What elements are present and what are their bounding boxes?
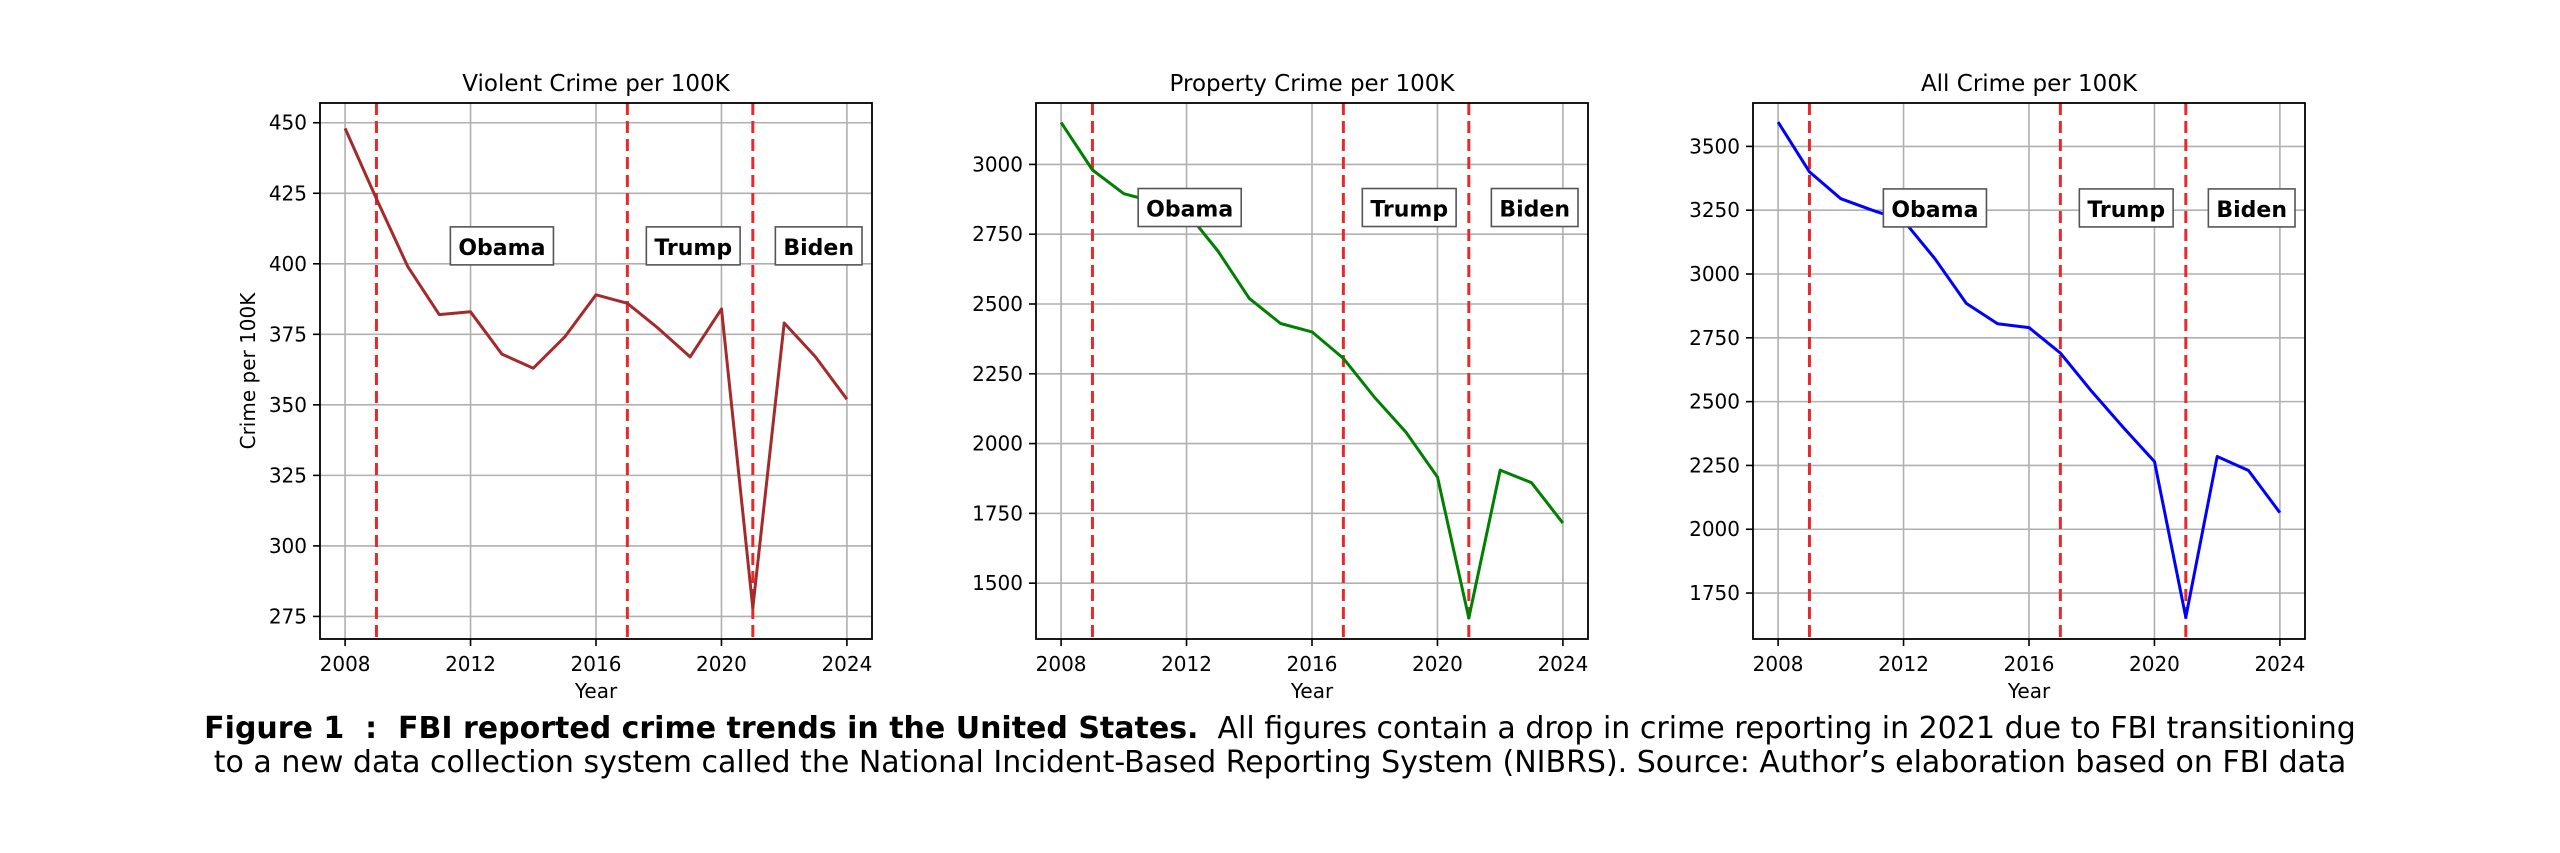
y-tick-label: 2750 <box>1689 326 1740 350</box>
chart-area: 2008 2012 2016 2020 2024 275 300 325 350 375 400 42… <box>236 71 2306 703</box>
y-tick-label: 2750 <box>972 222 1023 246</box>
y-tick-label: 2000 <box>1689 517 1740 541</box>
annotation-box <box>645 226 741 266</box>
y-axis-label: Crime per 100K <box>236 292 260 450</box>
x-tick-label: 2016 <box>2004 652 2055 676</box>
x-axis-label: Year <box>574 679 618 700</box>
annotation-box <box>2207 188 2296 228</box>
y-tick-label: 450 <box>269 111 307 135</box>
y-tick-label: 1750 <box>972 501 1023 525</box>
chart-title: All Crime per 100K <box>1921 71 2138 97</box>
charts-figure: 2008 2012 2016 2020 2024 275 300 325 350 375 400 42… <box>236 71 2306 703</box>
x-tick-label: 2012 <box>1878 652 1929 676</box>
y-tick-label: 2000 <box>972 432 1023 456</box>
chart-panel-1: 2008 2012 2016 2020 2024 275 300 325 350 375 400 42… <box>236 71 873 703</box>
annotation-box <box>1361 187 1457 228</box>
annotation-label: Trump <box>2087 198 2165 223</box>
y-tick-label: 3000 <box>1689 262 1740 286</box>
x-axis-label: Year <box>2007 679 2051 700</box>
caption-line-1: Figure 1 : FBI reported crime trends in … <box>0 712 2560 746</box>
annotation-label: Trump <box>1370 198 1448 223</box>
x-axis-label: Year <box>1290 679 1334 700</box>
caption-label: Figure 1 : FBI reported crime trends in … <box>204 711 1199 746</box>
x-tick-label: 2008 <box>320 652 371 676</box>
chart-panel-3: 2008 2012 2016 2020 2024 1750 2000 2250 2500 2750… <box>1689 71 2306 703</box>
caption-text-1: All figures contain a drop in crime repo… <box>1217 711 2356 746</box>
x-tick-label: 2020 <box>2129 652 2180 676</box>
annotation-label: Obama <box>1146 198 1233 223</box>
y-tick-label: 375 <box>269 322 307 346</box>
y-tick-label: 1750 <box>1689 581 1740 605</box>
annotation-box <box>1882 188 1988 228</box>
x-tick-label: 2024 <box>1537 652 1588 676</box>
y-tick-label: 400 <box>269 252 307 276</box>
x-tick-label: 2008 <box>1036 652 1087 676</box>
annotation-label: Biden <box>1499 198 1570 223</box>
y-tick-label: 1500 <box>972 571 1023 595</box>
annotation-box <box>1137 187 1243 228</box>
caption-text-2: to a new data collection system called t… <box>213 745 2347 780</box>
x-tick-label: 2020 <box>1412 652 1463 676</box>
y-tick-label: 2500 <box>1689 390 1740 414</box>
x-tick-label: 2016 <box>571 652 622 676</box>
x-tick-label: 2008 <box>1753 652 1804 676</box>
y-tick-label: 425 <box>269 181 307 205</box>
y-tick-label: 275 <box>269 604 307 628</box>
y-tick-label: 2250 <box>972 362 1023 386</box>
annotation-label: Biden <box>2216 198 2287 223</box>
plot-frame <box>1752 102 2306 640</box>
x-tick-label: 2012 <box>445 652 496 676</box>
y-tick-label: 3000 <box>972 152 1023 176</box>
y-tick-label: 2500 <box>972 292 1023 316</box>
annotation-label: Obama <box>458 236 545 261</box>
chart-title: Violent Crime per 100K <box>462 71 730 97</box>
annotation-label: Trump <box>654 236 732 261</box>
x-tick-label: 2020 <box>696 652 747 676</box>
annotation-label: Biden <box>783 236 854 261</box>
y-tick-label: 300 <box>269 534 307 558</box>
plot-frame <box>319 102 873 640</box>
annotation-label: Obama <box>1891 198 1978 223</box>
y-tick-label: 3250 <box>1689 198 1740 222</box>
x-tick-label: 2016 <box>1287 652 1338 676</box>
y-tick-label: 3500 <box>1689 134 1740 158</box>
chart-title: Property Crime per 100K <box>1170 71 1456 97</box>
plot-frame <box>1035 102 1589 640</box>
y-tick-label: 2250 <box>1689 453 1740 477</box>
x-tick-label: 2024 <box>821 652 872 676</box>
chart-panel-2: 2008 2012 2016 2020 2024 1500 1750 2000 2250 2500… <box>972 71 1589 703</box>
annotation-box <box>774 226 863 266</box>
annotation-box <box>449 226 555 266</box>
figure-caption: Figure 1 : FBI reported crime trends in … <box>0 712 2560 780</box>
annotation-box <box>2078 188 2174 228</box>
x-tick-label: 2024 <box>2254 652 2305 676</box>
y-tick-label: 325 <box>269 463 307 487</box>
y-tick-label: 350 <box>269 393 307 417</box>
caption-line-2: to a new data collection system called t… <box>0 746 2560 780</box>
x-tick-label: 2012 <box>1161 652 1212 676</box>
annotation-box <box>1490 187 1579 228</box>
